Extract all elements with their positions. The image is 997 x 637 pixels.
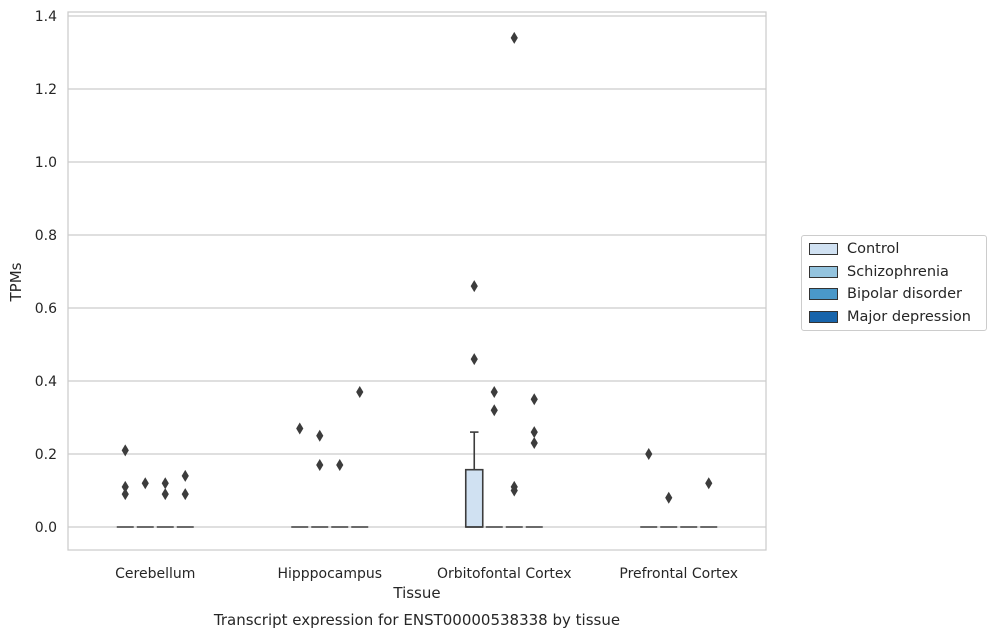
outlier-point	[121, 480, 129, 493]
outlier-point	[530, 393, 538, 406]
outlier-point	[645, 448, 653, 460]
y-tick-label: 0.6	[35, 301, 57, 317]
grid-lines	[68, 15, 766, 528]
outlier-point	[161, 477, 169, 490]
outlier-point	[336, 458, 344, 471]
legend-swatch-control	[809, 243, 838, 256]
x-axis-label: Tissue	[392, 584, 440, 602]
outlier-point	[141, 477, 149, 490]
x-tick-label: Orbitofontal Cortex	[437, 566, 572, 582]
y-axis-label: TPMs	[7, 262, 25, 302]
x-tick-labels: Cerebellum Hipppocampus Orbitofontal Corte…	[115, 566, 738, 582]
legend-item-control: Control	[802, 238, 986, 261]
chart-title: Transcript expression for ENST0000053833…	[213, 611, 620, 629]
y-tick-label: 0.4	[35, 374, 57, 390]
legend-swatch-schizophrenia	[809, 265, 838, 278]
outlier-point	[356, 385, 364, 398]
legend-label-schizophrenia: Schizophrenia	[847, 263, 949, 280]
y-tick-label: 0.8	[35, 228, 57, 244]
outlier-point	[316, 429, 324, 442]
outlier-point	[530, 437, 538, 450]
outlier-point	[121, 444, 129, 457]
outlier-point	[316, 458, 324, 471]
outlier-point	[181, 488, 189, 501]
y-tick-labels: 0.0 0.2 0.4 0.6 0.8 1.0 1.2 1.4	[35, 9, 57, 536]
outlier-point	[470, 280, 478, 293]
y-tick-label: 1.0	[35, 155, 57, 171]
outlier-point	[705, 477, 713, 490]
legend-label-bipolar-disorder: Bipolar disorder	[847, 286, 962, 303]
outlier-points	[121, 31, 713, 504]
outlier-point	[665, 491, 673, 504]
outlier-point	[510, 484, 518, 497]
x-tick-label: Cerebellum	[115, 566, 195, 582]
outlier-point	[470, 353, 478, 366]
y-tick-label: 0.2	[35, 447, 57, 463]
y-tick-label: 0.0	[35, 520, 57, 536]
y-tick-label: 1.2	[35, 82, 57, 98]
legend-swatch-major-depression	[809, 310, 838, 323]
outlier-point	[530, 426, 538, 439]
x-tick-label: Prefrontal Cortex	[619, 566, 738, 582]
x-tick-label: Hipppocampus	[277, 566, 382, 582]
outlier-point	[161, 488, 169, 501]
legend-item-bipolar-disorder: Bipolar disorder	[802, 283, 986, 306]
boxes	[116, 431, 718, 528]
outlier-point	[510, 31, 518, 44]
legend-item-major-depression: Major depression	[802, 306, 986, 329]
plot-area-frame	[67, 11, 767, 551]
outlier-point	[490, 385, 498, 398]
outlier-point	[121, 488, 129, 501]
legend-item-schizophrenia: Schizophrenia	[802, 261, 986, 284]
box-control-orbitofontal-cortex	[464, 431, 484, 528]
legend: Control Schizophrenia Bipolar disorder M…	[801, 235, 987, 331]
legend-label-control: Control	[847, 241, 900, 258]
legend-label-major-depression: Major depression	[847, 308, 971, 325]
y-tick-label: 1.4	[35, 9, 57, 25]
outlier-point	[181, 469, 189, 482]
box-body	[464, 468, 484, 528]
outlier-point	[296, 422, 304, 435]
outlier-point	[490, 404, 498, 417]
legend-swatch-bipolar-disorder	[809, 288, 838, 301]
